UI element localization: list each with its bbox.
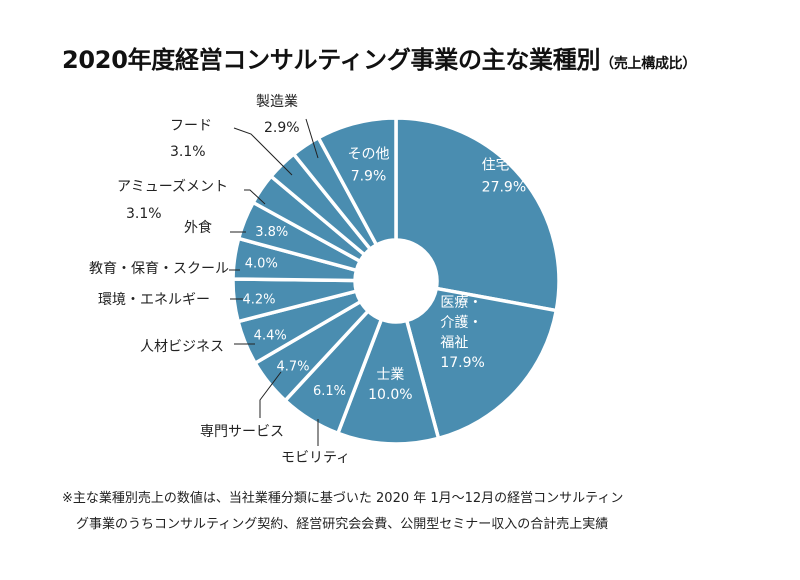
slice-2-label-1-text: 医療・ bbox=[440, 294, 482, 311]
slice-5-value-text: 4.7% bbox=[276, 360, 309, 375]
slice-10-value-text: 3.1% bbox=[126, 206, 162, 222]
slice-13-label-text: その他 bbox=[347, 146, 389, 162]
slices-group bbox=[231, 116, 561, 446]
slice-4-value-text: 6.1% bbox=[313, 384, 346, 399]
slice-1-label-text: 住宅・不動産 bbox=[482, 157, 566, 173]
slice-2-label-3-text: 福祉 bbox=[440, 335, 468, 351]
slice-12-leader-line bbox=[305, 118, 319, 159]
slice-1-value-text: 27.9% bbox=[482, 179, 526, 195]
slice-13 bbox=[316, 116, 398, 247]
chart-subtitle: （売上構成比） bbox=[600, 56, 697, 72]
slice-5-label-text: 専門サービス bbox=[200, 424, 284, 440]
chart-title: 2020年度経営コンサルティング事業の主な業種別（売上構成比） bbox=[62, 40, 696, 75]
slice-2-value-text: 17.9% bbox=[440, 355, 484, 371]
footnote-line-2: グ事業のうちコンサルティング契約、経営研究会会費、公開型セミナー収入の合計売上実… bbox=[76, 517, 609, 532]
slice-11-label-text: フード bbox=[170, 118, 212, 134]
slice-3-label-text: 士業 bbox=[376, 367, 404, 383]
slice-11-leader-line bbox=[233, 127, 293, 176]
slice-11-value-text: 3.1% bbox=[170, 144, 206, 160]
slice-6-value-text: 4.4% bbox=[254, 329, 287, 344]
slice-3 bbox=[336, 317, 441, 446]
slice-5-leader-line bbox=[259, 371, 282, 418]
slice-9-value-text: 3.8% bbox=[255, 225, 288, 240]
slice-12-value-text: 2.9% bbox=[264, 120, 300, 136]
slice-10-leader-line bbox=[244, 189, 266, 205]
slice-7-value-text: 4.2% bbox=[242, 292, 275, 307]
slice-12-label-text: 製造業 bbox=[256, 94, 298, 110]
slice-3-value-text: 10.0% bbox=[368, 387, 412, 403]
slice-10-label-text: アミューズメント bbox=[117, 179, 228, 195]
chart-title-main: 2020年度経営コンサルティング事業の主な業種別 bbox=[62, 46, 601, 74]
outer-labels-group: モビリティ 専門サービス 人材ビジネス 環境・エネルギー 教育・保育・スクール 外食 アミュ… bbox=[89, 94, 350, 466]
slice-2 bbox=[404, 286, 559, 441]
slice-1 bbox=[394, 116, 561, 313]
slice-2-label-2-text: 介護・ bbox=[440, 315, 482, 331]
slice-7-label-text: 環境・エネルギー bbox=[98, 292, 210, 308]
footnote-line-1: ※主な業種別売上の数値は、当社業種分類に基づいた 2020 年 1月～12月の経… bbox=[62, 491, 624, 506]
slice-8-value-text: 4.0% bbox=[245, 256, 278, 271]
slice-13-value-text: 7.9% bbox=[351, 168, 387, 184]
slice-8-label-text: 教育・保育・スクール bbox=[89, 261, 229, 277]
footnote: ※主な業種別売上の数値は、当社業種分類に基づいた 2020 年 1月～12月の経… bbox=[62, 486, 762, 538]
slice-6-label-text: 人材ビジネス bbox=[140, 339, 224, 355]
slice-9-label-text: 外食 bbox=[184, 219, 212, 236]
slice-4-label-text: モビリティ bbox=[281, 450, 350, 466]
inner-labels-group: 住宅・不動産 27.9% 医療・介護・福祉 17.9% 士業 10.0% 6.1% 4.7% 4… bbox=[242, 146, 565, 402]
